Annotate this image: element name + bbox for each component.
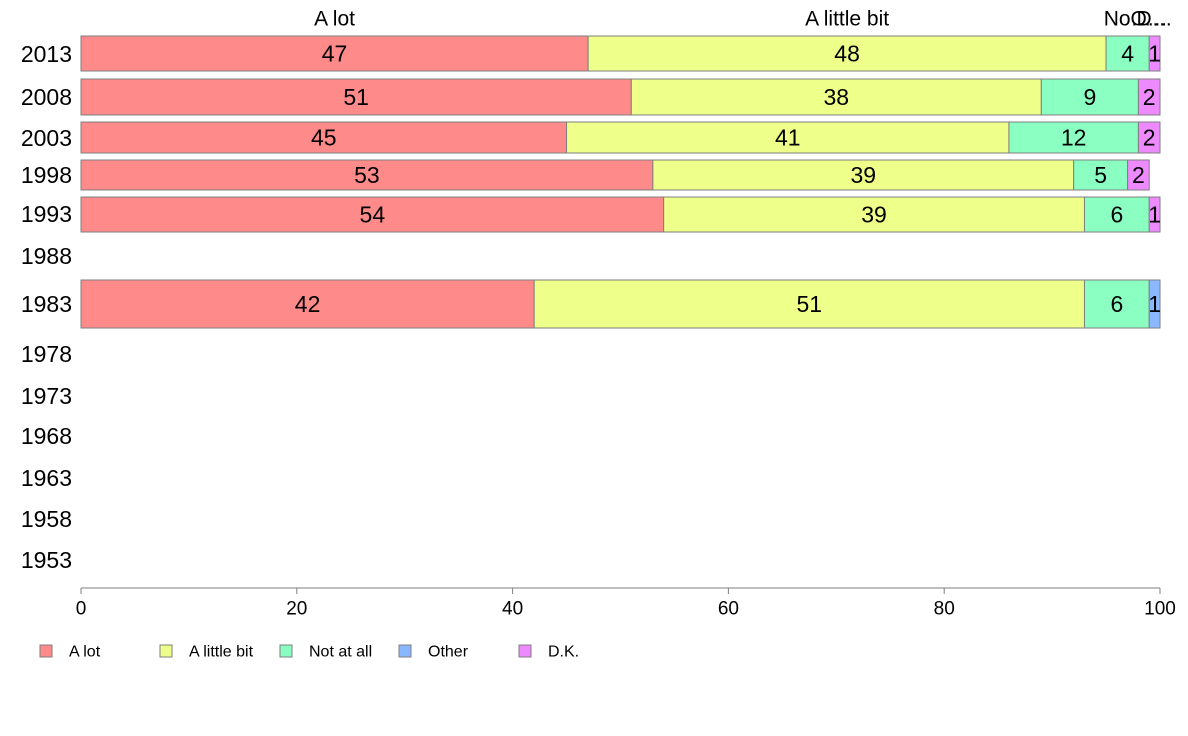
- data-label-1993-not-at-all: 6: [1110, 202, 1123, 228]
- data-label-1983-not-at-all: 6: [1110, 291, 1123, 317]
- data-label-2008-a-little-bit: 38: [824, 84, 850, 110]
- bar-2008-not-at-all: [1040, 78, 1139, 116]
- legend-label-other: Other: [428, 644, 469, 661]
- legend-swatch-a-lot: [39, 644, 53, 658]
- data-label-2003-d-k-: 2: [1143, 125, 1156, 151]
- data-label-2008-not-at-all: 9: [1083, 84, 1096, 110]
- legend-swatch-a-little-bit: [159, 644, 173, 658]
- bar-2013-not-at-all: [1105, 35, 1150, 72]
- x-tick-label-100: 100: [1144, 599, 1176, 620]
- category-label-1963: 1963: [21, 465, 72, 491]
- data-label-1993-d-k-: 1: [1148, 202, 1161, 228]
- bar-1983-not-at-all: [1083, 279, 1150, 329]
- category-label-1993: 1993: [21, 201, 72, 227]
- category-label-1988: 1988: [21, 243, 72, 269]
- x-tick-label-20: 20: [286, 599, 307, 620]
- bar-2008-a-little-bit: [630, 78, 1042, 116]
- bar-1998-a-little-bit: [652, 159, 1075, 191]
- data-label-1983-a-lot: 42: [295, 291, 321, 317]
- bar-1998-not-at-all: [1073, 159, 1129, 191]
- category-label-1953: 1953: [21, 547, 72, 573]
- category-label-1998: 1998: [21, 162, 72, 188]
- bar-1983-other: [1148, 279, 1161, 329]
- category-label-1973: 1973: [21, 383, 72, 409]
- bar-2008-d-k-: [1137, 78, 1161, 116]
- bar-1998-a-lot: [80, 159, 654, 191]
- bar-2013-a-lot: [80, 35, 589, 72]
- bar-1993-a-lot: [80, 196, 665, 233]
- data-label-1998-a-little-bit: 39: [850, 162, 876, 188]
- category-label-2003: 2003: [21, 125, 72, 151]
- data-label-2013-a-lot: 47: [322, 41, 348, 67]
- bar-2013-a-little-bit: [587, 35, 1107, 72]
- bar-2003-a-little-bit: [566, 121, 1010, 154]
- category-label-1968: 1968: [21, 423, 72, 449]
- data-label-1993-a-little-bit: 39: [861, 202, 887, 228]
- category-label-1983: 1983: [21, 291, 72, 317]
- data-label-2003-a-little-bit: 41: [775, 125, 801, 151]
- bar-2003-a-lot: [80, 121, 568, 154]
- legend-label-a-little-bit: A little bit: [189, 644, 254, 661]
- bar-1983-a-little-bit: [533, 279, 1085, 329]
- legend-label-not-at-all: Not at all: [309, 644, 372, 661]
- x-tick-label-40: 40: [502, 599, 523, 620]
- bar-1998-d-k-: [1127, 159, 1150, 191]
- bar-1993-not-at-all: [1083, 196, 1150, 233]
- data-label-1998-d-k-: 2: [1132, 162, 1145, 188]
- legend-swatch-not-at-all: [279, 644, 293, 658]
- data-label-1983-a-little-bit: 51: [797, 291, 823, 317]
- bar-1993-d-k-: [1148, 196, 1161, 233]
- x-tick-label-80: 80: [934, 599, 955, 620]
- data-label-2003-not-at-all: 12: [1061, 125, 1087, 151]
- bar-2003-d-k-: [1137, 121, 1161, 154]
- x-tick-label-0: 0: [76, 599, 87, 620]
- data-label-2008-d-k-: 2: [1143, 84, 1156, 110]
- category-label-1958: 1958: [21, 506, 72, 532]
- data-label-1983-other: 1: [1148, 291, 1161, 317]
- legend-label-a-lot: A lot: [69, 644, 101, 661]
- bar-2013-d-k-: [1148, 35, 1161, 72]
- bar-2003-not-at-all: [1008, 121, 1139, 154]
- data-label-2013-not-at-all: 4: [1121, 41, 1134, 67]
- data-label-2003-a-lot: 45: [311, 125, 337, 151]
- x-tick-label-60: 60: [718, 599, 739, 620]
- top-label-d-k-: D…: [1137, 8, 1173, 31]
- legend-swatch-d-k-: [518, 644, 532, 658]
- top-label-a-lot: A lot: [314, 8, 355, 31]
- data-label-2008-a-lot: 51: [343, 84, 369, 110]
- top-label-other: O…: [1131, 8, 1168, 31]
- data-label-1993-a-lot: 54: [360, 202, 386, 228]
- top-label-a-little-bit: A little bit: [805, 8, 889, 31]
- category-label-1978: 1978: [21, 341, 72, 367]
- legend-label-d-k-: D.K.: [548, 644, 579, 661]
- data-label-1998-a-lot: 53: [354, 162, 380, 188]
- category-label-2013: 2013: [21, 41, 72, 67]
- legend-swatch-other: [398, 644, 412, 658]
- data-label-2013-a-little-bit: 48: [834, 41, 860, 67]
- data-label-2013-d-k-: 1: [1148, 41, 1161, 67]
- category-label-2008: 2008: [21, 84, 72, 110]
- data-label-1998-not-at-all: 5: [1094, 162, 1107, 188]
- top-label-not-at-all: No…: [1104, 8, 1152, 31]
- bar-1993-a-little-bit: [663, 196, 1085, 233]
- bar-1983-a-lot: [80, 279, 535, 329]
